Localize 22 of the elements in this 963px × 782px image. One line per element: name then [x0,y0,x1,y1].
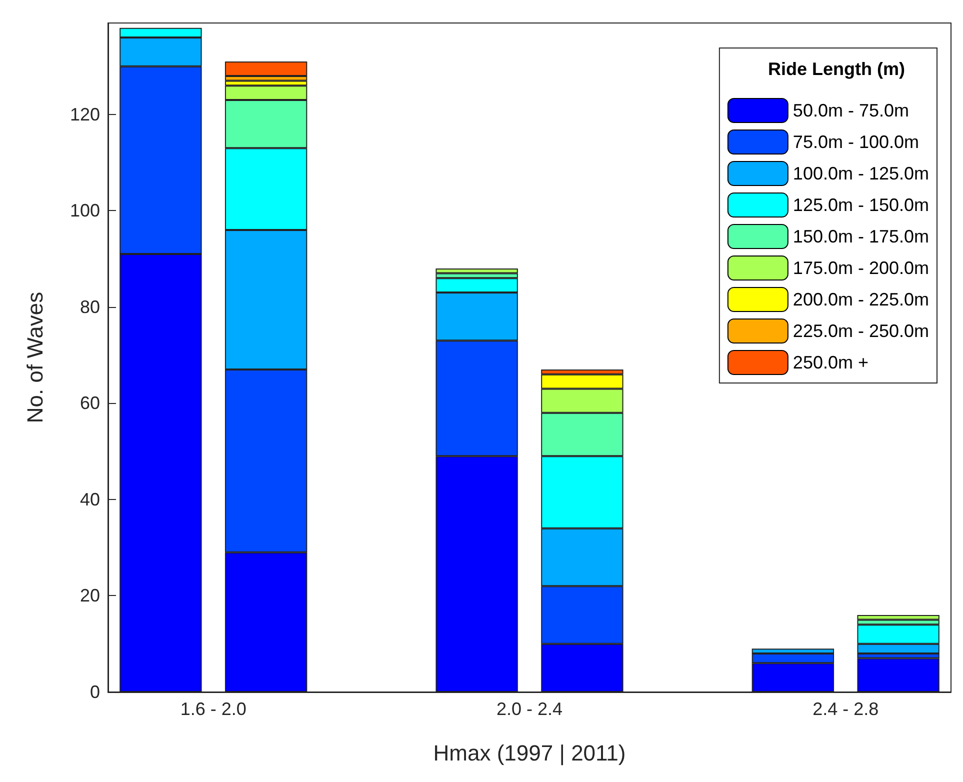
y-tick-label: 100 [70,200,100,221]
legend-label: 75.0m - 100.0m [792,132,919,152]
legend-label: 100.0m - 125.0m [792,164,930,184]
legend-label: 250.0m + [792,352,868,372]
y-tick-label: 80 [80,296,100,317]
x-tick-label: 2.0 - 2.4 [496,699,563,719]
legend-title: Ride Length (m) [768,59,906,79]
y-tick-label: 40 [80,489,100,510]
legend-label: 50.0m - 75.0m [792,100,909,120]
legend-label: 200.0m - 225.0m [792,290,930,310]
y-tick-label: 0 [90,682,100,702]
y-tick-label: 60 [80,393,100,414]
x-tick-label: 1.6 - 2.0 [180,699,246,719]
x-tick-label: 2.4 - 2.8 [812,699,879,719]
legend-label: 150.0m - 175.0m [792,226,930,246]
y-tick-label: 20 [80,586,100,606]
y-tick-label: 120 [70,104,100,124]
y-axis-title: No. of Waves [22,292,48,424]
legend-label: 125.0m - 150.0m [792,195,930,215]
legend-label: 175.0m - 200.0m [792,258,930,278]
legend-label: 225.0m - 250.0m [792,321,930,341]
x-axis-title: Hmax (1997 | 2011) [433,740,626,766]
